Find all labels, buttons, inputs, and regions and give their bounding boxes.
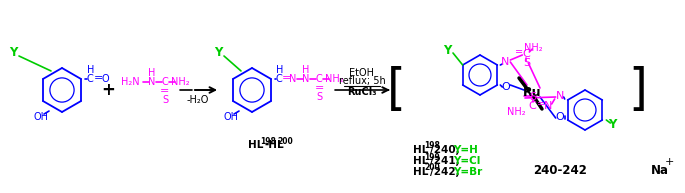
Text: 198: 198	[260, 136, 276, 146]
Text: S: S	[523, 58, 530, 68]
Text: -HL: -HL	[265, 140, 285, 150]
Text: OH: OH	[34, 112, 49, 122]
Text: N: N	[149, 77, 155, 87]
Text: /240,: /240,	[430, 145, 460, 155]
Text: =: =	[314, 83, 324, 93]
Text: ]: ]	[629, 66, 647, 114]
Text: S: S	[529, 92, 536, 102]
Text: S: S	[316, 92, 322, 102]
Text: 198: 198	[424, 141, 440, 151]
Text: Y: Y	[214, 47, 222, 59]
Text: 200: 200	[424, 163, 440, 173]
Text: =: =	[282, 73, 290, 83]
Text: C: C	[523, 49, 530, 59]
Text: Y: Y	[9, 47, 17, 59]
Text: N: N	[543, 101, 552, 111]
Text: H₂N: H₂N	[121, 77, 139, 87]
Text: Na: Na	[651, 164, 669, 178]
Text: HL: HL	[248, 140, 263, 150]
Text: C: C	[162, 77, 169, 87]
Text: /241,: /241,	[430, 156, 460, 166]
Text: NH₂: NH₂	[171, 77, 189, 87]
Text: EtOH: EtOH	[349, 68, 375, 78]
Text: N: N	[289, 74, 297, 84]
Text: NH₂: NH₂	[524, 43, 543, 53]
Text: C: C	[275, 74, 282, 84]
Text: O: O	[501, 82, 510, 92]
Text: HL: HL	[413, 167, 428, 177]
Text: =: =	[93, 73, 103, 83]
Text: S: S	[162, 95, 168, 105]
Text: =: =	[536, 99, 545, 109]
Text: +: +	[664, 157, 673, 167]
Text: HL: HL	[413, 156, 428, 166]
Text: RuCl₃: RuCl₃	[347, 87, 377, 97]
Text: Ru: Ru	[523, 86, 541, 100]
Text: H: H	[276, 65, 284, 75]
Text: +: +	[101, 81, 115, 99]
Text: Y: Y	[443, 45, 451, 58]
Text: N: N	[556, 91, 564, 101]
Text: 240-242: 240-242	[533, 164, 587, 178]
Text: HL: HL	[413, 145, 428, 155]
Text: N: N	[302, 74, 310, 84]
Text: reflux; 5h: reflux; 5h	[338, 76, 386, 86]
Text: NH₂: NH₂	[507, 107, 525, 117]
Text: C: C	[316, 74, 323, 84]
Text: 200: 200	[277, 136, 292, 146]
Text: C: C	[87, 74, 93, 84]
Text: O: O	[556, 112, 564, 122]
Text: =: =	[160, 86, 170, 96]
Text: [: [	[386, 66, 406, 114]
Text: H: H	[302, 65, 310, 75]
Text: NH₂: NH₂	[325, 74, 343, 84]
Text: Y=H: Y=H	[453, 145, 478, 155]
Text: 199: 199	[424, 152, 440, 162]
Text: Y=Br: Y=Br	[453, 167, 482, 177]
Text: H: H	[88, 65, 95, 75]
Text: Y: Y	[608, 119, 616, 131]
Text: Y=Cl: Y=Cl	[453, 156, 480, 166]
Text: O: O	[101, 74, 109, 84]
Text: H: H	[149, 68, 155, 78]
Text: C: C	[529, 101, 536, 111]
Text: /242,: /242,	[430, 167, 460, 177]
Text: =: =	[515, 47, 523, 57]
Text: -H₂O: -H₂O	[187, 95, 209, 105]
Text: OH: OH	[223, 112, 238, 122]
Text: N: N	[501, 57, 510, 67]
